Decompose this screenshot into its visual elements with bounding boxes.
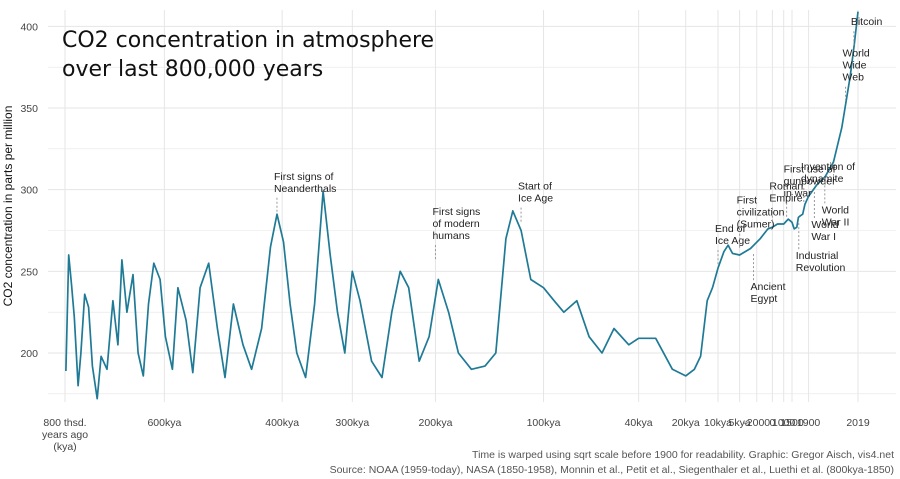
x-tick-label: 10kya [704, 417, 732, 429]
annotation-label: First use of gunpowder in war [784, 164, 836, 200]
annotation-label: World Wide Web [843, 48, 870, 84]
y-tick-label: 300 [20, 185, 38, 197]
x-tick-label: 20kya [672, 417, 700, 429]
chart-title-line-2: over last 800,000 years [62, 57, 324, 82]
x-tick-label: -2000 [743, 417, 770, 429]
annotation-label: Roman Empire [769, 181, 803, 205]
x-tick-label: 800 thsd. years ago (kya) [42, 417, 88, 453]
x-tick-label: 1500 [780, 417, 804, 429]
co2-series-line [65, 11, 859, 400]
annotation-label: First signs of Neanderthals [274, 171, 336, 195]
annotation-label: Invention of dynamite [801, 161, 855, 185]
annotation-label: Start of Ice Age [518, 181, 553, 205]
x-tick-label: 1000 [772, 417, 796, 429]
x-tick-label: 2019 [846, 417, 870, 429]
y-tick-label: 400 [20, 21, 38, 33]
y-axis-label: CO2 concentration in parts per million [1, 106, 15, 307]
x-tick-label: 600kya [147, 417, 181, 429]
x-tick-label: 100kya [527, 417, 561, 429]
chart-title-line-1: CO2 concentration in atmosphere [62, 28, 435, 53]
annotation-label: Ancient Egypt [751, 281, 786, 305]
x-tick-label: 400kya [265, 417, 299, 429]
annotation-label: First signs of modern humans [432, 206, 480, 242]
y-tick-label: 350 [20, 103, 38, 115]
credit-note: Time is warped using sqrt scale before 1… [472, 449, 894, 461]
y-tick-label: 250 [20, 266, 38, 278]
source-note: Source: NOAA (1959-today), NASA (1850-19… [329, 464, 894, 476]
annotation-label: Industrial Revolution [796, 250, 846, 274]
x-tick-label: 1900 [797, 417, 821, 429]
x-tick-label: 40kya [625, 417, 653, 429]
chart-title: CO2 concentration in atmosphere over las… [62, 26, 434, 84]
annotation-label: Bitcoin [851, 16, 883, 28]
x-tick-label: 0 [769, 417, 775, 429]
x-tick-label: 300kya [335, 417, 369, 429]
annotation-label: World War I [811, 219, 838, 243]
annotation-label: World War II [822, 204, 850, 228]
x-tick-label: 5kya [729, 417, 751, 429]
y-tick-label: 200 [20, 348, 38, 360]
x-tick-label: 200kya [419, 417, 453, 429]
annotation-label: End of Ice Age [715, 223, 750, 247]
